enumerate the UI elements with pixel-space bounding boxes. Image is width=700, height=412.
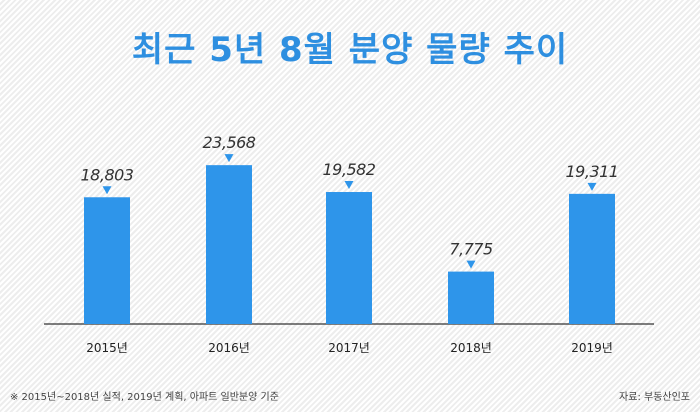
footnote: ※ 2015년~2018년 실적, 2019년 계획, 아파트 일반분양 기준 (10, 392, 279, 403)
value-marker-icon (224, 154, 234, 163)
chart-title: 최근 5년 8월 분양 물량 추이 (131, 30, 569, 70)
x-tick-label: 2018년 (450, 341, 492, 355)
x-tick-label: 2016년 (208, 341, 250, 355)
data-label: 18,803 (81, 165, 134, 184)
data-label: 19,311 (566, 162, 619, 181)
value-marker-icon (587, 182, 597, 191)
x-tick-label: 2019년 (571, 341, 613, 355)
data-label: 23,568 (203, 133, 256, 152)
x-tick-label: 2015년 (86, 341, 128, 355)
bar-2015년 (84, 197, 130, 324)
bar-2016년 (206, 165, 252, 324)
value-marker-icon (466, 260, 476, 269)
bar-2018년 (448, 271, 494, 324)
value-marker-icon (344, 181, 354, 190)
x-tick-label: 2017년 (328, 341, 370, 355)
data-label: 19,582 (323, 160, 376, 179)
bar-2017년 (326, 192, 372, 324)
data-label: 7,775 (449, 240, 493, 259)
bar-2019년 (569, 193, 615, 324)
value-marker-icon (102, 186, 112, 195)
source-note: 자료: 부동산인포 (619, 392, 690, 403)
